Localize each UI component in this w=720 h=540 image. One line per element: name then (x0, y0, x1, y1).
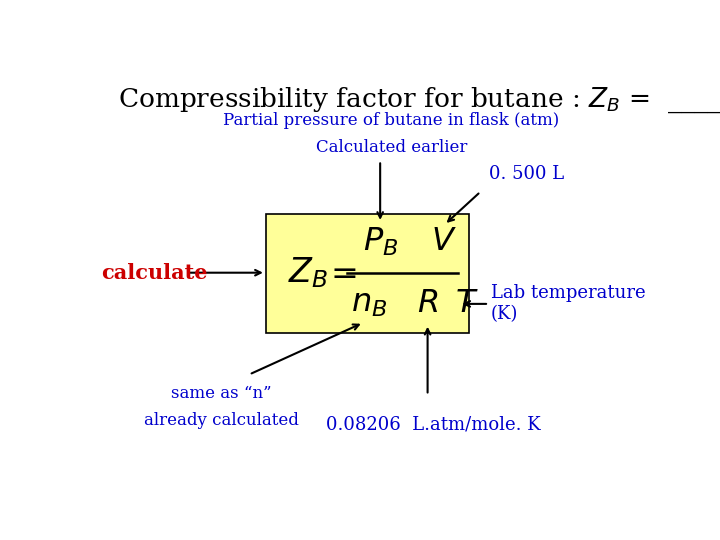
Text: 0. 500 L: 0. 500 L (489, 165, 564, 183)
Text: Lab temperature: Lab temperature (490, 285, 645, 302)
Text: same as “n”: same as “n” (171, 385, 271, 402)
Text: already calculated: already calculated (144, 412, 299, 429)
Text: $R$: $R$ (417, 288, 438, 319)
Bar (266, 214, 469, 333)
Text: Partial pressure of butane in flask (atm): Partial pressure of butane in flask (atm… (223, 112, 559, 130)
Text: $=$: $=$ (324, 256, 357, 289)
Text: Compressibility factor for butane : $Z_B$ =  ________: Compressibility factor for butane : $Z_B… (118, 85, 720, 115)
Text: $n_B$: $n_B$ (351, 288, 387, 319)
Text: $P_B$: $P_B$ (362, 225, 398, 258)
Text: Calculated earlier: Calculated earlier (315, 139, 467, 157)
Text: 0.08206  L.atm/mole. K: 0.08206 L.atm/mole. K (326, 415, 541, 434)
Text: $V$: $V$ (431, 226, 457, 257)
Text: calculate: calculate (101, 262, 207, 283)
Text: $Z_B$: $Z_B$ (288, 255, 328, 290)
Text: $T$: $T$ (455, 288, 479, 319)
Text: (K): (K) (490, 305, 518, 323)
